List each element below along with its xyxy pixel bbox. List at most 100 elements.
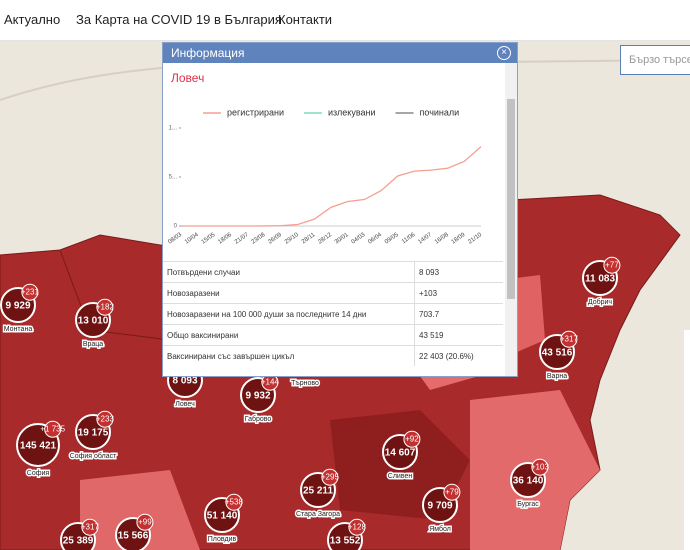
info-table: Потвърдени случаи 8 093 Новозаразени +103 Но…	[163, 261, 503, 366]
marker-delta-badge	[531, 458, 549, 476]
marker-value: 13 010	[78, 316, 109, 327]
marker-delta-badge	[81, 518, 99, 536]
marker-delta-badge	[560, 330, 578, 348]
marker-value: 51 140	[207, 511, 238, 522]
marker-delta-badge	[225, 493, 243, 511]
table-cell: 43 519	[414, 324, 503, 346]
marker-label: Монтана	[4, 326, 33, 333]
table-row: Новозаразени на 100 000 души за последни…	[163, 303, 503, 325]
x-tick-label: 28/12	[317, 232, 333, 246]
x-tick-label: 21/07	[234, 232, 250, 246]
marker-label: Стара Загора	[296, 511, 340, 518]
region-name: Ловеч	[171, 71, 205, 85]
table-cell: Общо ваксинирани	[163, 324, 415, 346]
x-tick-label: 26/09	[267, 232, 283, 246]
marker-delta: +538	[225, 497, 244, 506]
nav-link[interactable]: За Карта на COVID 19 в България	[76, 12, 282, 27]
x-tick-label: 15/05	[201, 232, 217, 246]
marker-delta: +144	[261, 377, 280, 386]
marker-value: 145 421	[20, 441, 57, 452]
y-tick-label: 0	[174, 224, 178, 230]
marker-label: София	[27, 470, 50, 477]
marker-delta: +1 735	[40, 424, 65, 433]
table-cell: 8 093	[414, 261, 503, 283]
marker-label: Ямбол	[429, 525, 451, 533]
scroll-thumb[interactable]	[507, 99, 515, 299]
marker-value: 9 932	[245, 391, 270, 402]
y-tick-label: 1...	[169, 126, 178, 132]
marker-value: 9 929	[5, 301, 30, 312]
marker-label: Бургас	[517, 501, 539, 508]
x-tick-label: 18/06	[217, 232, 233, 246]
marker-delta-badge	[321, 468, 339, 486]
nav-link[interactable]: Контакти	[278, 12, 333, 27]
x-tick-label: 10/04	[184, 232, 200, 246]
marker-delta: +295	[321, 472, 340, 481]
x-tick-label: 04/03	[351, 232, 367, 246]
marker-delta: +77	[605, 260, 619, 269]
table-row: Ваксинирани със завършен цикъл 22 403 (20…	[163, 345, 503, 366]
table-cell: Новозаразени	[163, 282, 415, 304]
marker-value: 25 389	[63, 536, 94, 547]
legend-label: излекувани	[328, 107, 376, 117]
table-cell: Новозаразени на 100 000 души за последни…	[163, 303, 415, 325]
x-tick-label: 23/08	[251, 232, 267, 246]
region-light	[80, 470, 200, 550]
search-box[interactable]: Бързо търсе	[620, 45, 690, 75]
table-cell: 703.7	[414, 303, 503, 325]
marker-delta-badge	[44, 420, 62, 438]
scrollbar[interactable]	[505, 63, 517, 376]
nav-bar: Актуално За Карта на COVID 19 в България…	[0, 0, 690, 41]
popup-header: Информация ×	[163, 43, 517, 63]
table-row: Общо ваксинирани 43 519	[163, 324, 503, 346]
x-tick-label: 21/10	[467, 232, 483, 246]
x-tick-label: 11/06	[401, 232, 417, 246]
marker-delta: +317	[81, 522, 100, 531]
marker-value: 15 566	[118, 531, 149, 542]
data-line	[181, 146, 482, 227]
marker-delta: +92	[405, 434, 419, 443]
table-cell: Ваксинирани със завършен цикъл	[163, 345, 415, 366]
table-cell: Потвърдени случаи	[163, 261, 415, 283]
marker-delta: +233	[96, 414, 115, 423]
marker-delta-badge	[348, 518, 366, 536]
marker-delta-badge	[96, 298, 114, 316]
x-tick-label: 30/01	[334, 232, 350, 246]
table-row: Новозаразени +103	[163, 282, 503, 304]
marker-delta: +182	[96, 302, 115, 311]
marker-delta-badge	[21, 283, 39, 301]
marker-value: 13 552	[330, 536, 361, 547]
marker-value: 25 211	[303, 486, 333, 497]
marker-delta: +99	[138, 517, 152, 526]
popup-title: Информация	[171, 46, 245, 60]
marker-delta: +103	[531, 462, 550, 471]
marker-value: 14 607	[385, 448, 416, 459]
table-cell: +103	[414, 282, 503, 304]
marker-delta: +317	[560, 334, 579, 343]
x-tick-label: 28/11	[301, 232, 317, 246]
marker-value: 8 093	[172, 376, 197, 387]
marker-label: Варна	[547, 373, 567, 380]
x-tick-label: 18/09	[451, 232, 467, 246]
marker-label: Ловеч	[175, 401, 195, 408]
x-tick-label: 29/10	[284, 232, 300, 246]
marker-label: Габрово	[245, 415, 272, 423]
marker-label: София област	[70, 452, 117, 460]
x-tick-label: 08/03	[167, 232, 183, 246]
marker-label: Сливен	[388, 473, 413, 480]
table-row: Потвърдени случаи 8 093	[163, 261, 503, 283]
nav-link[interactable]: Актуално	[4, 12, 61, 27]
y-tick-label: 5...	[169, 175, 178, 181]
marker-value: 19 175	[78, 428, 109, 439]
x-tick-label: 14/07	[417, 232, 433, 246]
marker-label: Пловдив	[208, 536, 237, 543]
marker-value: 9 709	[427, 501, 452, 512]
marker-value: 43 516	[542, 348, 573, 359]
marker-delta-badge	[603, 256, 621, 274]
chart: регистрирани излекувани починали 0 5... 1... 0…	[167, 107, 483, 246]
marker-value: 36 140	[513, 476, 544, 487]
close-button[interactable]: ×	[497, 46, 511, 60]
table-cell: 22 403 (20.6%)	[414, 345, 503, 366]
marker-delta-badge	[136, 513, 154, 531]
